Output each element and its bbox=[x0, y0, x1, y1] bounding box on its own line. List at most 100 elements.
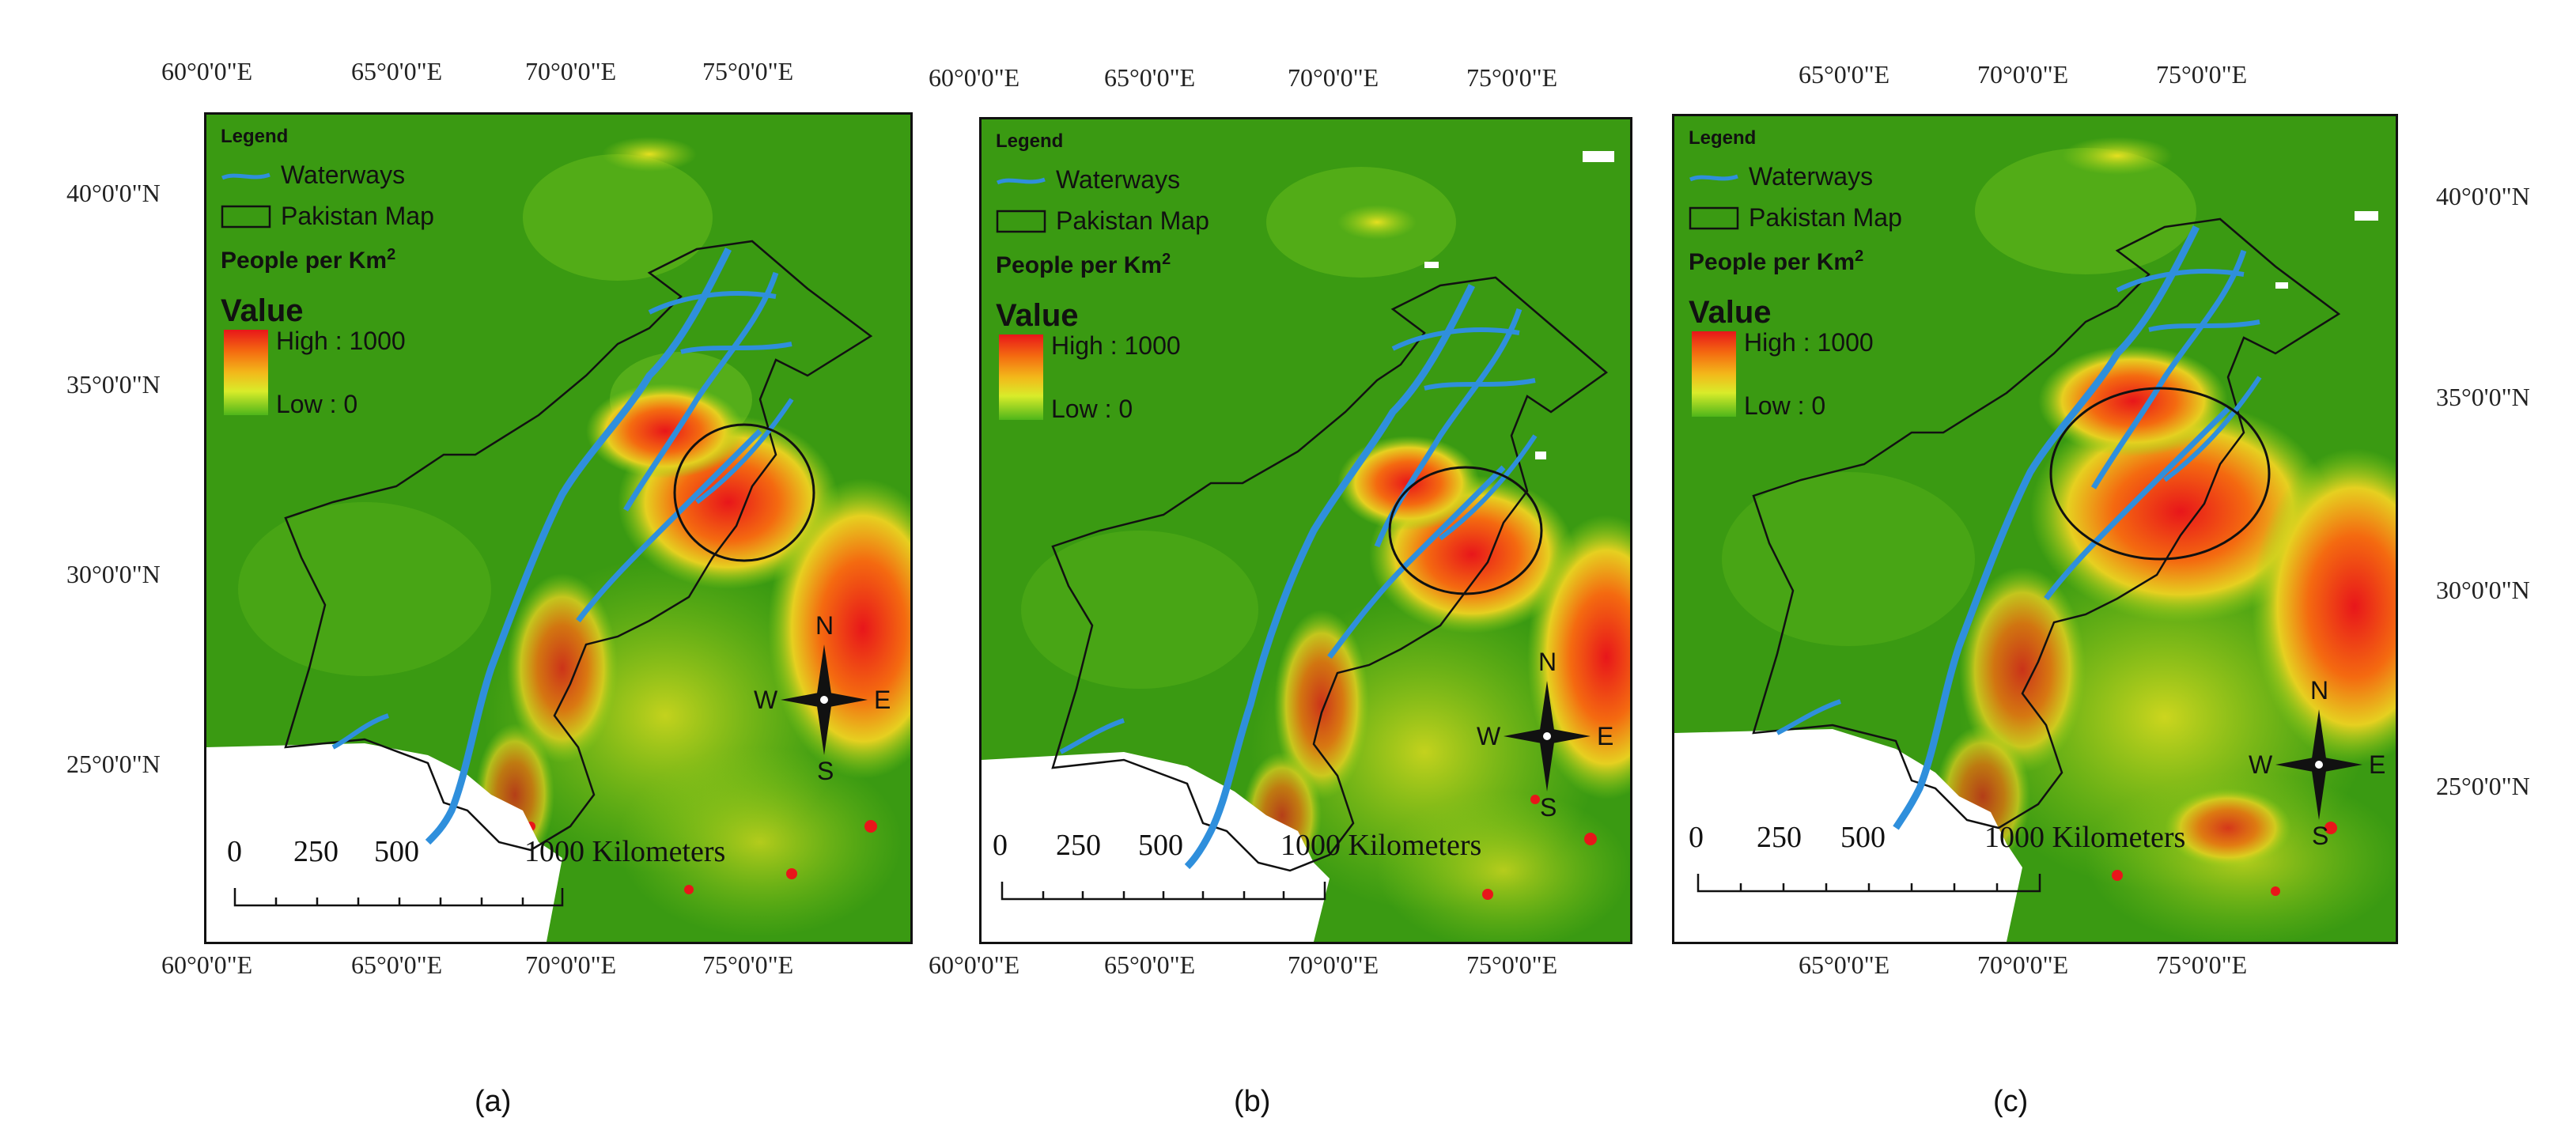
bottom-lon-label: 60°0'0"E bbox=[929, 950, 1020, 979]
color-ramp bbox=[224, 330, 268, 415]
boundary-box-icon bbox=[996, 210, 1046, 233]
compass-rose-icon bbox=[781, 644, 868, 755]
boundary-box-icon bbox=[221, 205, 271, 229]
waterway-line-icon bbox=[1689, 174, 1738, 182]
density-title: People per Km2 bbox=[221, 246, 396, 274]
bottom-lon-label: 65°0'0"E bbox=[1799, 950, 1890, 979]
bottom-lon-label: 75°0'0"E bbox=[1466, 950, 1558, 979]
scale-bar: 0 250 500 1000 Kilometers bbox=[224, 834, 725, 913]
legend-label: Pakistan Map bbox=[1056, 206, 1209, 235]
legend-title: Legend bbox=[1689, 127, 1757, 149]
top-lon-label: 75°0'0"E bbox=[702, 57, 794, 85]
bottom-lon-label: 65°0'0"E bbox=[1104, 950, 1196, 979]
top-lon-label: 70°0'0"E bbox=[1977, 60, 2069, 89]
scale-label: 0 bbox=[1689, 821, 1704, 854]
legend-label: Waterways bbox=[1056, 165, 1181, 194]
legend-label: Waterways bbox=[1749, 162, 1874, 191]
scale-label: 250 bbox=[293, 835, 339, 868]
scale-label: 1000 Kilometers bbox=[1280, 829, 1482, 862]
value-title: Value bbox=[996, 298, 1079, 333]
compass-s: S bbox=[1540, 793, 1557, 822]
map-frame-c: Legend Waterways Pakistan Map People per… bbox=[1672, 114, 2398, 944]
scale-ticks bbox=[1001, 882, 1326, 901]
scale-label: 0 bbox=[993, 829, 1008, 862]
bottom-lon-label: 70°0'0"E bbox=[525, 950, 617, 979]
panel-caption: (c) bbox=[1993, 1085, 2029, 1118]
compass-n: N bbox=[1538, 648, 1557, 676]
scale-ticks bbox=[233, 888, 564, 907]
waterway-line-icon bbox=[221, 172, 270, 180]
map-frame-a: Legend Waterways Pakistan Map People per… bbox=[204, 112, 913, 944]
scale-label: 1000 Kilometers bbox=[1984, 821, 2186, 854]
bottom-lon-label: 60°0'0"E bbox=[161, 950, 253, 979]
compass-w: W bbox=[2249, 750, 2273, 779]
scale-label: 500 bbox=[1840, 821, 1886, 854]
value-title: Value bbox=[221, 293, 304, 328]
density-title: People per Km2 bbox=[996, 251, 1171, 278]
ramp-high-label: High : 1000 bbox=[1744, 328, 1874, 357]
legend-label: Pakistan Map bbox=[1749, 203, 1902, 232]
ramp-low-label: Low : 0 bbox=[1744, 391, 1826, 420]
scale-label: 500 bbox=[1138, 829, 1183, 862]
compass-n: N bbox=[2310, 676, 2329, 705]
compass-w: W bbox=[1477, 722, 1501, 750]
compass-n: N bbox=[815, 611, 834, 640]
top-lon-label: 70°0'0"E bbox=[1288, 63, 1379, 92]
panel-caption: (a) bbox=[475, 1085, 512, 1118]
compass-rose-icon bbox=[1504, 681, 1591, 792]
density-title: People per Km2 bbox=[1689, 248, 1864, 275]
population-density-map-a bbox=[206, 115, 910, 942]
compass-s: S bbox=[2312, 822, 2329, 850]
ramp-high-label: High : 1000 bbox=[276, 327, 406, 355]
lat-label: 35°0'0"N bbox=[2436, 383, 2530, 411]
compass-w: W bbox=[754, 686, 778, 714]
panel-a: 60°0'0"E 65°0'0"E 70°0'0"E 75°0'0"E 40°0… bbox=[0, 0, 933, 1145]
compass-e: E bbox=[2369, 750, 2386, 779]
color-ramp bbox=[999, 334, 1043, 420]
legend-label: Pakistan Map bbox=[281, 202, 434, 230]
bottom-lon-label: 65°0'0"E bbox=[351, 950, 443, 979]
lat-label: 25°0'0"N bbox=[2436, 772, 2530, 800]
legend-label: Waterways bbox=[281, 161, 406, 189]
scale-label: 0 bbox=[227, 835, 242, 868]
scale-label: 500 bbox=[374, 835, 419, 868]
north-arrow: N S W E bbox=[2249, 676, 2385, 850]
bottom-lon-label: 75°0'0"E bbox=[702, 950, 794, 979]
value-title: Value bbox=[1689, 295, 1772, 330]
ramp-low-label: Low : 0 bbox=[276, 390, 358, 418]
bottom-lon-label: 70°0'0"E bbox=[1977, 950, 2069, 979]
scale-label: 250 bbox=[1757, 821, 1802, 854]
ramp-low-label: Low : 0 bbox=[1051, 395, 1133, 423]
scale-label: 250 bbox=[1056, 829, 1101, 862]
top-lon-label: 70°0'0"E bbox=[525, 57, 617, 85]
lat-label: 40°0'0"N bbox=[66, 179, 161, 207]
north-arrow: N S W E bbox=[1477, 648, 1613, 822]
legend: Legend Waterways Pakistan Map People per… bbox=[996, 130, 1367, 455]
lat-label: 40°0'0"N bbox=[2436, 182, 2530, 210]
panel-b: 60°0'0"E 65°0'0"E 70°0'0"E 75°0'0"E bbox=[917, 0, 1645, 1145]
north-arrow: N S W E bbox=[754, 611, 891, 785]
panel-caption: (b) bbox=[1234, 1085, 1271, 1118]
top-lon-label: 60°0'0"E bbox=[929, 63, 1020, 92]
map-frame-b: Legend Waterways Pakistan Map People per… bbox=[979, 117, 1632, 944]
lat-label: 35°0'0"N bbox=[66, 370, 161, 399]
color-ramp bbox=[1692, 331, 1736, 417]
lat-label: 30°0'0"N bbox=[2436, 576, 2530, 604]
top-lon-label: 60°0'0"E bbox=[161, 57, 253, 85]
top-lon-label: 75°0'0"E bbox=[2156, 60, 2248, 89]
top-lon-label: 65°0'0"E bbox=[1104, 63, 1196, 92]
lat-label: 30°0'0"N bbox=[66, 560, 161, 588]
legend: Legend Waterways Pakistan Map People per… bbox=[1689, 127, 2060, 452]
population-density-map-c bbox=[1674, 116, 2396, 942]
bottom-lon-label: 70°0'0"E bbox=[1288, 950, 1379, 979]
compass-e: E bbox=[874, 686, 891, 714]
top-lon-label: 65°0'0"E bbox=[351, 57, 443, 85]
top-lon-label: 65°0'0"E bbox=[1799, 60, 1890, 89]
waterway-line-icon bbox=[996, 177, 1046, 185]
compass-e: E bbox=[1597, 722, 1614, 750]
legend-title: Legend bbox=[221, 126, 289, 147]
population-density-map-b bbox=[982, 119, 1630, 942]
top-lon-label: 75°0'0"E bbox=[1466, 63, 1558, 92]
bottom-lon-label: 75°0'0"E bbox=[2156, 950, 2248, 979]
